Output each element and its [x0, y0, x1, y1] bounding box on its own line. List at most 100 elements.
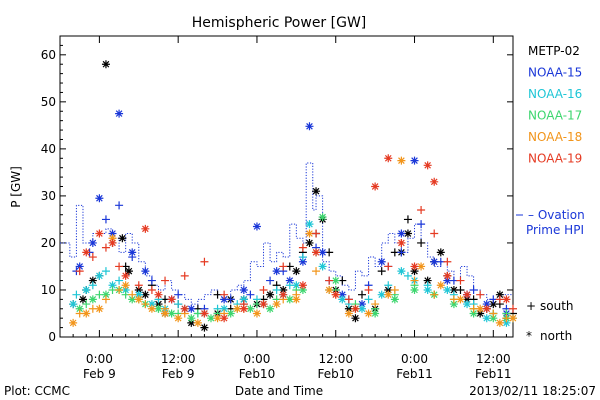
south-point	[403, 271, 412, 280]
north-point	[118, 234, 127, 243]
north-point	[292, 295, 301, 304]
north-point	[154, 290, 163, 299]
y-tick-label: 40	[41, 142, 56, 156]
x-tick-time-label: 12:00	[318, 352, 353, 366]
north-point	[141, 267, 150, 276]
north-point	[443, 276, 452, 285]
north-point	[371, 309, 380, 318]
north-point	[292, 267, 301, 276]
x-tick-time-label: 0:00	[86, 352, 113, 366]
south-point	[174, 300, 183, 309]
south-point	[134, 281, 143, 290]
north-point	[174, 314, 183, 323]
north-point	[266, 290, 275, 299]
south-point	[88, 253, 97, 262]
north-point	[239, 285, 248, 294]
north-point	[180, 304, 189, 313]
north-point	[259, 300, 268, 309]
south-point	[364, 295, 373, 304]
north-point	[279, 290, 288, 299]
north-point	[430, 257, 439, 266]
north-point	[285, 276, 294, 285]
x-tick-time-label: 0:00	[401, 352, 428, 366]
north-point	[482, 314, 491, 323]
north-point	[397, 156, 406, 165]
north-point	[147, 300, 156, 309]
north-point	[495, 290, 504, 299]
south-point	[430, 290, 439, 299]
ovation-legend-label-1: – Ovation	[528, 208, 585, 222]
x-tick-day-label: Feb10	[239, 367, 276, 381]
north-point	[430, 177, 439, 186]
north-point	[463, 295, 472, 304]
south-point	[246, 290, 255, 299]
north-point	[82, 309, 91, 318]
north-point	[128, 295, 137, 304]
north-point	[207, 314, 215, 323]
north-point	[397, 238, 406, 247]
north-point	[351, 304, 360, 313]
north-point	[410, 262, 419, 271]
north-point	[272, 300, 281, 309]
north-point	[121, 281, 130, 290]
north-point	[141, 224, 150, 233]
marker-legend-symbol: +	[526, 299, 536, 313]
south-point	[75, 267, 84, 276]
south-point	[101, 215, 110, 224]
north-point	[88, 276, 97, 285]
south-point	[220, 290, 229, 299]
north-point	[82, 285, 91, 294]
north-point	[82, 248, 91, 257]
north-point	[121, 271, 130, 280]
x-tick-day-label: Feb 9	[162, 367, 195, 381]
north-point	[298, 285, 307, 294]
south-point	[469, 285, 478, 294]
marker-legend-symbol: *	[526, 329, 532, 343]
y-tick-label: 50	[41, 95, 56, 109]
south-point	[298, 253, 307, 262]
north-point	[167, 295, 176, 304]
north-point	[239, 295, 248, 304]
x-tick-time-label: 12:00	[476, 352, 511, 366]
north-point	[449, 285, 458, 294]
south-point	[200, 257, 209, 266]
south-point	[312, 229, 321, 238]
x-tick-day-label: Feb 9	[83, 367, 116, 381]
north-point	[305, 229, 314, 238]
north-point	[423, 285, 432, 294]
south-point	[476, 290, 485, 299]
north-point	[509, 314, 517, 323]
south-point	[384, 262, 393, 271]
north-point	[272, 267, 281, 276]
south-point	[456, 276, 465, 285]
y-tick-label: 10	[41, 283, 56, 297]
north-point	[305, 238, 314, 247]
south-point	[371, 300, 380, 309]
north-point	[252, 309, 261, 318]
north-point	[108, 234, 117, 243]
x-tick-time-label: 12:00	[161, 352, 196, 366]
north-point	[108, 238, 117, 247]
north-point	[423, 276, 432, 285]
y-axis-label: P [GW]	[9, 166, 23, 208]
north-point	[331, 276, 340, 285]
south-point	[417, 206, 426, 215]
south-point	[128, 290, 137, 299]
north-point	[358, 304, 366, 313]
north-point	[298, 281, 307, 290]
north-point	[75, 262, 84, 271]
south-point	[279, 262, 288, 271]
north-point	[279, 285, 288, 294]
legend-entry: NOAA-15	[528, 66, 582, 80]
south-point	[325, 276, 334, 285]
north-point	[128, 248, 137, 257]
south-point	[364, 285, 373, 294]
y-tick-label: 60	[41, 48, 56, 62]
south-point	[101, 243, 110, 252]
north-point	[502, 318, 511, 327]
north-point	[108, 229, 117, 238]
north-point	[364, 309, 373, 318]
north-point	[246, 304, 255, 313]
